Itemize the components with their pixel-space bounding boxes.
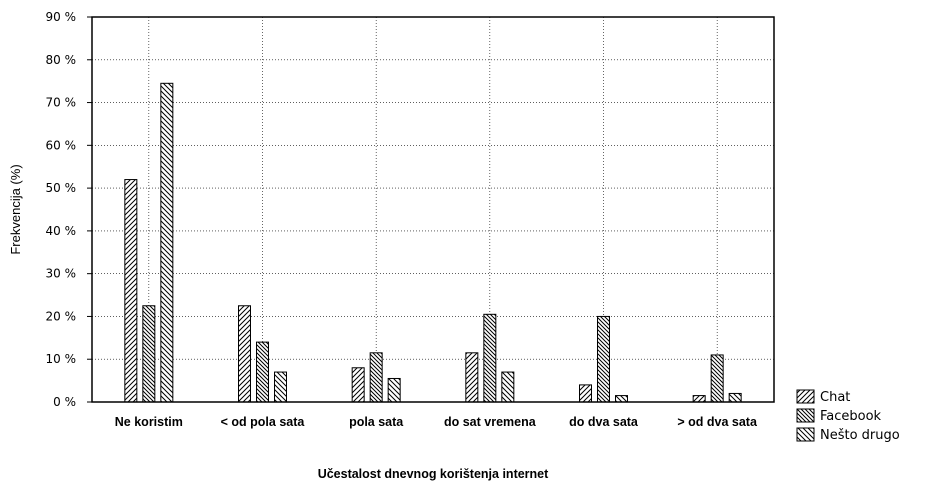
- grid-lines: [92, 16, 774, 403]
- bar-facebook-4: [597, 315, 610, 403]
- bar-facebook-0: [142, 305, 156, 403]
- legend-swatch: [796, 427, 815, 442]
- x-category-label: > od dva sata: [677, 415, 758, 429]
- x-category-label: < od pola sata: [221, 415, 306, 429]
- x-category-label: do dva sata: [569, 415, 639, 429]
- legend: Chat Facebook Nešto drugo: [796, 389, 900, 443]
- bar-ne-to-drugo-5: [728, 392, 742, 403]
- y-tick-label: 20 %: [46, 309, 77, 323]
- legend-label: Nešto drugo: [820, 428, 900, 443]
- y-tick-label: 40 %: [46, 224, 77, 238]
- y-tick-label: 0 %: [53, 395, 76, 409]
- y-tick-label: 30 %: [46, 267, 77, 281]
- legend-label: Chat: [820, 390, 850, 405]
- bar-chat-0: [124, 179, 138, 403]
- bar-ne-to-drugo-2: [387, 377, 401, 403]
- legend-swatch: [796, 389, 815, 404]
- bar-facebook-5: [710, 354, 724, 403]
- bar-ne-to-drugo-4: [615, 395, 628, 403]
- y-tick-label: 50 %: [46, 181, 77, 195]
- bar-chat-3: [465, 352, 479, 403]
- y-tick-label: 90 %: [46, 10, 77, 24]
- x-category-labels: Ne koristim < od pola sata pola sata do sat…: [115, 415, 758, 429]
- y-tick-label: 10 %: [46, 352, 77, 366]
- y-tick-label: 70 %: [46, 96, 77, 110]
- x-axis-title: Učestalost dnevnog korištenja internet: [318, 467, 549, 481]
- x-category-label: do sat vremena: [444, 415, 537, 429]
- y-axis-title: Frekvencija (%): [8, 164, 23, 254]
- bars: [124, 82, 742, 403]
- y-tick-label: 80 %: [46, 53, 77, 67]
- bar-ne-to-drugo-3: [501, 371, 515, 403]
- bar-facebook-1: [256, 341, 269, 403]
- y-tick-labels: 0 % 10 % 20 % 30 % 40 % 50 % 60 % 70 % 80 % 90 %: [46, 10, 92, 409]
- y-tick-label: 60 %: [46, 138, 77, 152]
- bar-facebook-3: [483, 313, 497, 403]
- bar-chat-2: [351, 367, 365, 403]
- bar-chat-1: [238, 305, 251, 403]
- legend-label: Facebook: [820, 409, 882, 424]
- plot-frame: [91, 16, 775, 403]
- x-category-label: pola sata: [349, 415, 404, 429]
- x-category-label: Ne koristim: [115, 415, 183, 429]
- bar-facebook-2: [369, 352, 383, 403]
- bar-ne-to-drugo-1: [274, 371, 287, 403]
- legend-swatch: [796, 408, 815, 423]
- bar-ne-to-drugo-0: [160, 82, 174, 403]
- bar-chat-5: [692, 395, 706, 403]
- bar-chat-4: [579, 384, 592, 403]
